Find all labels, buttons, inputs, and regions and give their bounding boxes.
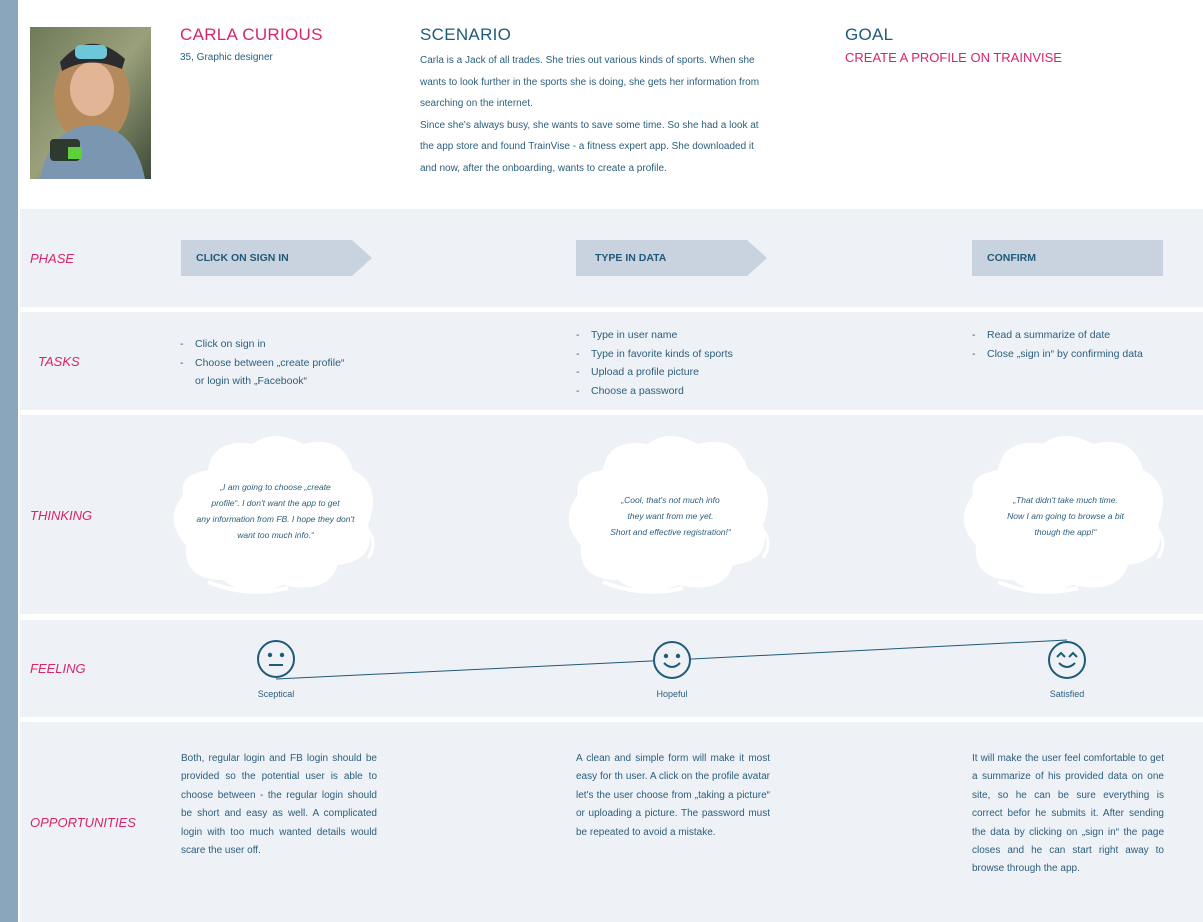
thought-quote: „Cool, that's not much info they want fr… bbox=[573, 492, 768, 540]
list-item: - Click on sign in bbox=[180, 338, 266, 350]
list-item: - Close „sign in“ by confirming data bbox=[972, 347, 1143, 360]
task-text: Type in favorite kinds of sports bbox=[591, 347, 733, 360]
tasks-band bbox=[20, 312, 1203, 410]
scenario-title: SCENARIO bbox=[420, 25, 512, 44]
task-list: - Click on sign in - Choose between „creat… bbox=[180, 335, 344, 391]
scenario-paragraph-1: Carla is a Jack of all trades. She tries… bbox=[420, 55, 760, 109]
task-text: Click on sign in bbox=[195, 338, 266, 350]
thought-cloud-icon bbox=[173, 436, 375, 594]
phase-box-shape bbox=[972, 240, 1163, 276]
feeling-label: Satisfied bbox=[1049, 689, 1085, 699]
quote-line: Now I am going to browse a bit bbox=[1007, 511, 1124, 521]
list-item: - Type in favorite kinds of sports bbox=[576, 347, 733, 360]
opportunities-band bbox=[20, 722, 1203, 922]
opportunity-text: Both, regular login and FB login should … bbox=[181, 753, 377, 857]
phase-label: CLICK ON SIGN IN bbox=[196, 252, 289, 264]
quote-line: „Cool, that's not much info bbox=[621, 495, 720, 505]
thought-quote: „I am going to choose „create profile“. … bbox=[178, 479, 373, 543]
list-item: - Choose between „create profile“ bbox=[180, 356, 345, 369]
phase-arrow-shape bbox=[181, 240, 372, 276]
feeling-label: Sceptical bbox=[257, 689, 295, 699]
phase-label: TYPE IN DATA bbox=[595, 252, 667, 264]
goal-text: CREATE A PROFILE ON TRAINVISE bbox=[845, 50, 1062, 65]
phase-box: CONFIRM bbox=[972, 240, 1163, 276]
scenario-text: Carla is a Jack of all trades. She tries… bbox=[420, 50, 765, 179]
task-text: Choose between „create profile“ bbox=[195, 356, 345, 369]
row-label-opportunities: OPPORTUNITIES bbox=[30, 815, 136, 830]
quote-line: profile“. I don't want the app to get bbox=[211, 498, 340, 508]
quote-line: they want from me yet. bbox=[627, 511, 714, 521]
phase-label: CONFIRM bbox=[987, 252, 1036, 264]
row-label-thinking: THINKING bbox=[30, 508, 93, 523]
quote-line: any information from FB. I hope they don… bbox=[196, 514, 355, 524]
task-text: or login with „Facebook“ bbox=[195, 375, 308, 387]
opportunity-text: A clean and simple form will make it mos… bbox=[576, 753, 770, 838]
task-text: Read a summarize of date bbox=[987, 329, 1111, 341]
task-text: Choose a password bbox=[591, 384, 684, 397]
row-label-tasks: TASKS bbox=[38, 354, 80, 369]
neutral-face-icon bbox=[257, 640, 295, 678]
happy-face-icon bbox=[1048, 641, 1086, 679]
phase-arrow: CLICK ON SIGN IN bbox=[181, 240, 372, 276]
goal-title: GOAL bbox=[845, 25, 894, 44]
feeling-band bbox=[20, 620, 1203, 717]
persona-photo bbox=[30, 27, 151, 179]
phase-arrow: TYPE IN DATA bbox=[576, 240, 767, 276]
smile-face-icon bbox=[653, 641, 691, 679]
opportunity-text: It will make the user feel comfortable t… bbox=[972, 753, 1164, 875]
task-list: - Type in user name - Type in favorite kin… bbox=[576, 326, 733, 400]
thought-quote: „That didn't take much time. Now I am go… bbox=[968, 492, 1163, 540]
thought-cloud-icon bbox=[568, 436, 770, 594]
quote-line: want too much info.“ bbox=[237, 530, 314, 540]
persona-name: CARLA CURIOUS bbox=[180, 25, 323, 44]
left-accent-bar bbox=[0, 0, 18, 922]
list-item: - Read a summarize of date bbox=[972, 329, 1111, 341]
row-label-phase: PHASE bbox=[30, 251, 75, 266]
thought-cloud-icon bbox=[963, 436, 1165, 594]
list-item: or login with „Facebook“ bbox=[180, 372, 344, 391]
task-list: - Read a summarize of date - Close „sign i… bbox=[972, 326, 1143, 363]
task-text: Upload a profile picture bbox=[591, 366, 699, 378]
list-item: - Type in user name bbox=[576, 329, 678, 341]
feeling-label: Hopeful bbox=[656, 689, 688, 699]
task-text: Type in user name bbox=[591, 329, 678, 341]
persona-role: 35, Graphic designer bbox=[180, 52, 273, 63]
phase-arrow-shape bbox=[576, 240, 767, 276]
quote-line: „I am going to choose „create bbox=[220, 482, 331, 492]
task-text: Close „sign in“ by confirming data bbox=[987, 347, 1143, 360]
scenario-paragraph-2: Since she's always busy, she wants to sa… bbox=[420, 119, 759, 174]
quote-line: Short and effective registration!“ bbox=[610, 527, 731, 537]
quote-line: „That didn't take much time. bbox=[1013, 495, 1118, 505]
list-item: - Choose a password bbox=[576, 384, 684, 397]
list-item: - Upload a profile picture bbox=[576, 366, 699, 378]
quote-line: though the app!“ bbox=[1034, 527, 1097, 537]
row-label-feeling: FEELING bbox=[30, 661, 86, 676]
